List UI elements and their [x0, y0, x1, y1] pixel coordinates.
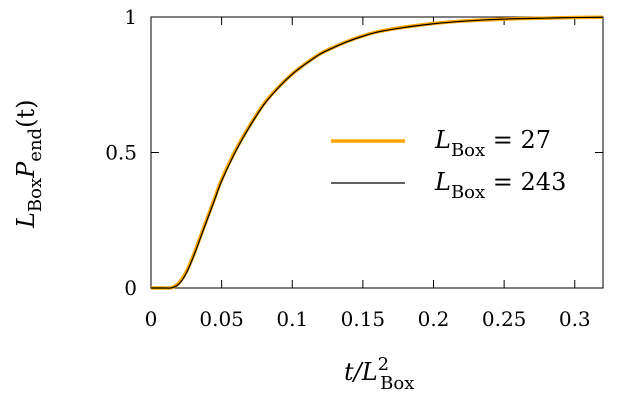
y-tick-label: 0 — [124, 276, 137, 300]
x-tick-label: 0.25 — [482, 307, 527, 331]
x-tick-label: 0.2 — [418, 307, 450, 331]
x-tick-label: 0.3 — [559, 307, 591, 331]
x-tick-label: 0.15 — [341, 307, 386, 331]
x-tick-label: 0.05 — [199, 307, 244, 331]
y-tick-label: 0.5 — [105, 141, 137, 165]
y-axis-label: LBoxPend(t) — [12, 100, 46, 229]
legend-label-lbox-243: LBox = 243 — [434, 168, 566, 203]
series-line-lbox-243 — [150, 16, 604, 289]
y-tick-label: 1 — [124, 5, 137, 29]
legend: LBox = 27 LBox = 243 — [331, 126, 566, 203]
axis-ticks: 0 0.05 0.1 0.15 0.2 0.25 0.3 0 0.5 1 — [105, 5, 603, 331]
x-tick-label: 0 — [145, 307, 158, 331]
x-tick-label: 0.1 — [276, 307, 308, 331]
series-lines — [150, 15, 604, 290]
legend-label-lbox-27: LBox = 27 — [434, 126, 551, 161]
x-axis-label: t/L2 Box — [344, 354, 414, 394]
